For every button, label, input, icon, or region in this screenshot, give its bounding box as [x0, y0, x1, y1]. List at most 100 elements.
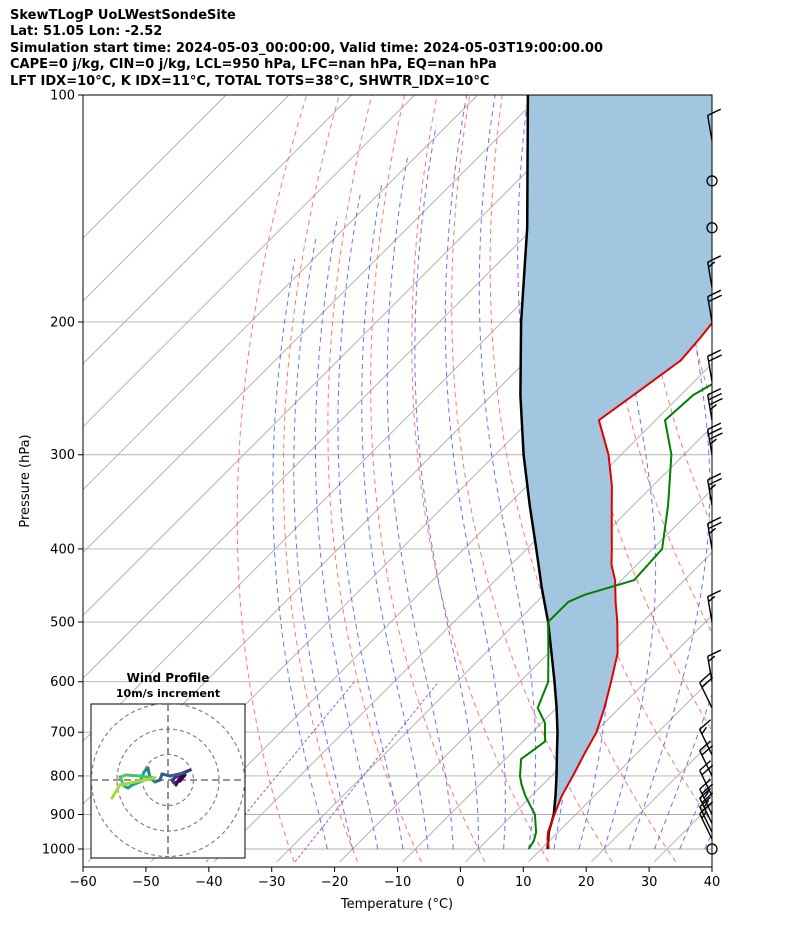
wind-barb-flag: [708, 484, 717, 491]
isotherm-line: [276, 426, 712, 863]
dry-adiabat-line: [597, 95, 712, 635]
dry-adiabat-line: [763, 95, 794, 862]
wind-barb: [707, 289, 722, 323]
x-tick-label: 30: [641, 875, 658, 890]
isotherm-line: [83, 95, 353, 365]
wind-barb-flag: [701, 744, 714, 756]
wind-barb-flag: [703, 791, 710, 799]
index-text: LFT IDX=10°C, K IDX=11°C, TOTAL TOTS=38°…: [10, 73, 490, 89]
inset-plot: [91, 704, 245, 858]
wind-barb-staff: [699, 682, 713, 709]
dry-adiabat-line: [327, 95, 422, 863]
wind-barb-flag: [707, 589, 722, 598]
wind-barb-flag: [707, 422, 722, 431]
dry-adiabat-line: [370, 95, 486, 863]
x-tick-label: 0: [456, 875, 464, 890]
wind-barb-flag: [709, 432, 723, 440]
wind-barb-flag: [699, 672, 712, 684]
wind-barb-flag: [708, 527, 717, 534]
chart-header: SkewTLogP UoLWestSondeSite Lat: 51.05 Lo…: [10, 8, 780, 90]
axes: −60 −50 −40 −30 −20 −10 0 10 20 30 40 1000 900 800 700…: [42, 89, 720, 891]
wind-barb: [699, 719, 713, 756]
y-tick-label: 800: [50, 769, 75, 784]
isotherm-line: [83, 95, 416, 428]
wind-barb-flag: [708, 521, 722, 530]
wind-barb-flag: [701, 764, 714, 776]
moist-adiabat-line: [386, 154, 454, 849]
isotherm-line: [528, 677, 712, 863]
wind-barb-flag: [708, 261, 716, 268]
dry-adiabat-line: [526, 95, 712, 825]
moist-adiabat-line: [314, 216, 379, 850]
wind-barb-flag: [701, 801, 714, 812]
wind-barb: [707, 649, 722, 682]
isotherm-line: [83, 95, 478, 491]
wind-barb: [699, 778, 714, 815]
dry-adiabat-line: [730, 95, 794, 862]
inset-title: Wind Profile: [127, 671, 210, 685]
x-tick-label: −20: [321, 875, 348, 890]
wind-barb-flag: [699, 719, 712, 730]
wind-barb: [707, 349, 722, 382]
cape-text: CAPE=0 j/kg, CIN=0 j/kg, LCL=950 hPa, LF…: [10, 57, 497, 73]
hodograph-segment: [168, 771, 186, 778]
y-tick-label: 200: [50, 315, 75, 330]
wind-barb-flag: [707, 472, 722, 481]
x-tick-label: −40: [195, 875, 222, 890]
wind-barb-staff: [707, 115, 713, 141]
wind-barb-flag: [708, 354, 722, 362]
isotherm-line: [717, 95, 794, 862]
wind-barbs: [699, 108, 723, 855]
isotherm-line: [339, 488, 712, 863]
moist-adiabat-line: [704, 832, 712, 850]
x-tick-label: −30: [258, 875, 285, 890]
parcel-profile-line: [519, 95, 559, 850]
y-tick-label: 300: [50, 448, 75, 463]
inset-subtitle: 10m/s increment: [116, 687, 220, 700]
wind-barb-flag: [708, 655, 716, 662]
wind-barb: [707, 422, 723, 455]
y-tick-label: 1000: [42, 843, 75, 858]
wind-barb-flag: [708, 294, 722, 303]
wind-barb-flag: [699, 740, 712, 752]
y-tick-label: 400: [50, 542, 75, 557]
dry-adiabat-line: [489, 95, 677, 863]
stability-shaded-area: [520, 95, 712, 849]
wind-barb-flag: [708, 595, 716, 603]
x-tick-label: 40: [704, 875, 721, 890]
profile-lines: [519, 95, 712, 850]
wind-barb-flag: [707, 108, 722, 117]
moist-adiabat-line: [272, 258, 328, 850]
wind-barb-flag: [701, 783, 714, 795]
wind-barb-flag: [708, 477, 722, 486]
wind-barb-flag: [707, 349, 722, 357]
moist-adiabat-line: [444, 95, 506, 850]
index-line: LFT IDX=10°C, K IDX=11°C, TOTAL TOTS=38°…: [10, 74, 780, 90]
wind-barb: [707, 516, 722, 550]
mixing-ratio-line: [294, 681, 439, 863]
wind-barb-flag: [699, 778, 712, 790]
wind-barb-flag: [707, 289, 722, 298]
wind-barb-flag: [707, 255, 722, 263]
y-tick-label: 500: [50, 616, 75, 631]
wind-barb: [707, 387, 723, 421]
wind-barb-flag: [707, 516, 722, 525]
isotherm-line: [83, 95, 290, 302]
isotherm-line: [83, 95, 604, 617]
dewpoint-line: [519, 383, 712, 850]
wind-barb: [707, 472, 722, 506]
wind-barb-flag: [708, 392, 722, 401]
isotherm-line: [83, 95, 541, 554]
hodograph-segment: [124, 773, 142, 778]
x-tick-label: −50: [132, 875, 159, 890]
moist-adiabat-line: [654, 693, 712, 850]
wind-barb-flag: [699, 760, 712, 771]
isotherm-line: [402, 551, 712, 863]
wind-barb-calm: [706, 222, 718, 234]
y-tick-label: 600: [50, 675, 75, 690]
x-axis-label: Temperature (°C): [340, 897, 453, 912]
wind-barb-calm: [706, 175, 718, 187]
wind-profile-inset: Wind Profile 10m/s increment: [90, 671, 246, 859]
x-tick-label: −60: [69, 875, 96, 890]
